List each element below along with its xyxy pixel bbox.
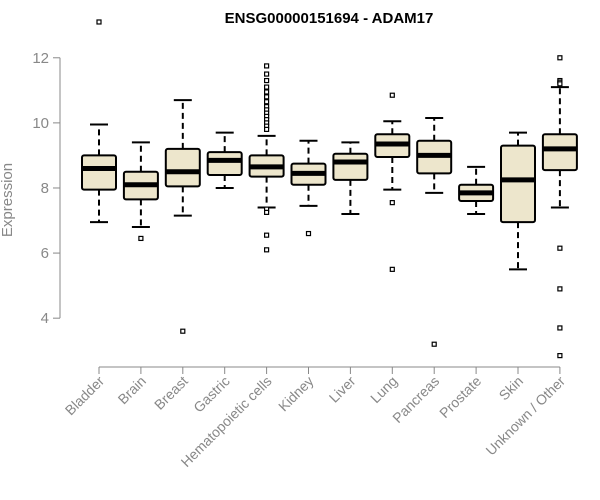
box-gastric bbox=[206, 131, 243, 189]
box-bladder bbox=[81, 19, 117, 224]
x-tick-label: Pancreas bbox=[389, 373, 442, 426]
box-liver bbox=[332, 141, 369, 216]
chart-title: ENSG00000151694 - ADAM17 bbox=[225, 10, 434, 27]
outlier-point bbox=[557, 81, 563, 87]
outlier-point bbox=[264, 77, 270, 84]
x-tick-label: Unknown / Other bbox=[482, 373, 568, 459]
outlier-point bbox=[557, 55, 563, 61]
outlier-point bbox=[264, 209, 270, 215]
x-tick-label: Liver bbox=[326, 373, 359, 406]
y-tick-label: 4 bbox=[41, 310, 49, 327]
outlier-point bbox=[264, 89, 270, 95]
box-skin bbox=[500, 131, 536, 271]
box-iqr bbox=[500, 144, 536, 224]
y-axis-label: Expression bbox=[0, 163, 16, 237]
box-lung bbox=[374, 92, 411, 272]
x-tick-label: Brain bbox=[115, 373, 149, 407]
outlier-point bbox=[264, 84, 270, 90]
box-kidney bbox=[290, 139, 327, 237]
outlier-point bbox=[305, 230, 312, 237]
box-iqr bbox=[541, 133, 578, 172]
x-tick-label: Lung bbox=[367, 373, 400, 406]
box-brain bbox=[122, 141, 159, 242]
outlier-point bbox=[389, 266, 395, 272]
x-tick-label: Bladder bbox=[62, 373, 108, 419]
x-tick-label: Kidney bbox=[275, 373, 317, 415]
outlier-point bbox=[264, 247, 270, 253]
outlier-point bbox=[557, 325, 563, 331]
box-pancreas bbox=[416, 117, 453, 347]
y-axis: 4 6 8 10 12 bbox=[32, 50, 61, 327]
box-iqr bbox=[81, 154, 117, 191]
box-breast bbox=[164, 99, 201, 334]
outlier-point bbox=[557, 286, 563, 292]
y-tick-label: 12 bbox=[32, 50, 49, 67]
box-hematopoietic-cells bbox=[248, 63, 285, 253]
outlier-point bbox=[138, 235, 144, 242]
outlier-point bbox=[264, 63, 270, 69]
outlier-point bbox=[431, 341, 437, 347]
x-tick-label: Breast bbox=[151, 373, 191, 413]
outlier-point bbox=[264, 232, 270, 238]
x-tick-label: Prostate bbox=[436, 373, 484, 421]
plot-area bbox=[81, 19, 578, 359]
y-tick-label: 8 bbox=[41, 180, 49, 197]
y-tick-label: 10 bbox=[32, 115, 49, 132]
outlier-point bbox=[389, 200, 395, 206]
box-prostate bbox=[458, 165, 495, 216]
box-iqr bbox=[332, 152, 369, 181]
x-tick-label: Skin bbox=[496, 373, 527, 404]
y-tick-label: 6 bbox=[41, 245, 49, 262]
box-iqr bbox=[206, 151, 243, 176]
outlier-point bbox=[389, 92, 395, 98]
outlier-point bbox=[264, 94, 270, 100]
outlier-point bbox=[96, 19, 102, 25]
outlier-point bbox=[264, 99, 270, 105]
box-unknown-other bbox=[541, 55, 578, 359]
outlier-point bbox=[264, 71, 270, 77]
outlier-point bbox=[557, 245, 563, 251]
outlier-point bbox=[180, 328, 186, 334]
outlier-point bbox=[557, 353, 563, 359]
box-iqr bbox=[164, 147, 201, 188]
outlier-point bbox=[264, 126, 270, 132]
